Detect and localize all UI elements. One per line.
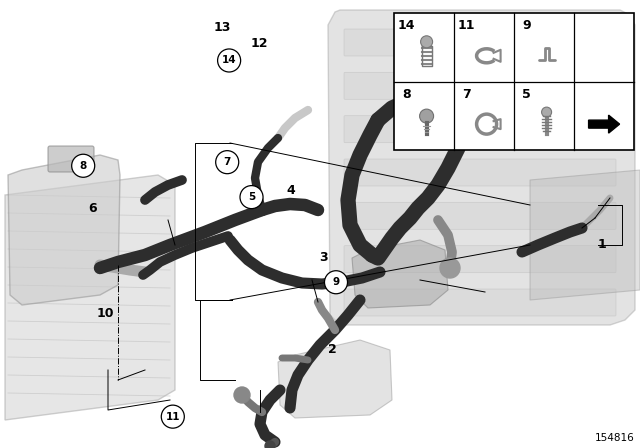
Polygon shape xyxy=(328,10,635,325)
Text: 6: 6 xyxy=(88,202,97,215)
Text: 5: 5 xyxy=(248,192,255,202)
FancyBboxPatch shape xyxy=(344,246,616,273)
Text: 9: 9 xyxy=(522,19,531,32)
FancyBboxPatch shape xyxy=(344,116,616,142)
Circle shape xyxy=(161,405,184,428)
Text: 3: 3 xyxy=(319,251,328,264)
Text: 10: 10 xyxy=(97,307,115,320)
FancyBboxPatch shape xyxy=(344,289,616,316)
FancyBboxPatch shape xyxy=(344,159,616,186)
Circle shape xyxy=(216,151,239,174)
Polygon shape xyxy=(589,115,620,133)
Text: 12: 12 xyxy=(250,37,268,51)
Text: 1: 1 xyxy=(597,237,606,251)
Text: 4: 4 xyxy=(287,184,296,197)
FancyBboxPatch shape xyxy=(48,146,94,172)
Text: 14: 14 xyxy=(222,56,236,65)
Circle shape xyxy=(440,258,460,278)
Text: 9: 9 xyxy=(332,277,340,287)
Polygon shape xyxy=(8,155,120,305)
Circle shape xyxy=(541,107,552,117)
Circle shape xyxy=(234,387,250,403)
FancyBboxPatch shape xyxy=(344,72,616,99)
Polygon shape xyxy=(5,175,175,420)
Text: 8: 8 xyxy=(403,87,411,100)
Text: 2: 2 xyxy=(328,343,337,356)
Text: 5: 5 xyxy=(522,87,531,100)
Circle shape xyxy=(265,441,275,448)
Text: 14: 14 xyxy=(398,19,415,32)
Text: 8: 8 xyxy=(79,161,87,171)
Circle shape xyxy=(420,109,434,123)
Text: 154816: 154816 xyxy=(595,433,635,443)
Circle shape xyxy=(72,154,95,177)
Circle shape xyxy=(420,36,433,48)
Text: 11: 11 xyxy=(458,19,476,32)
Bar xyxy=(394,13,634,150)
Text: 7: 7 xyxy=(223,157,231,167)
FancyBboxPatch shape xyxy=(344,202,616,229)
Text: 11: 11 xyxy=(166,412,180,422)
Text: 13: 13 xyxy=(213,21,231,34)
FancyBboxPatch shape xyxy=(344,29,616,56)
Polygon shape xyxy=(278,340,392,418)
Circle shape xyxy=(218,49,241,72)
Text: 7: 7 xyxy=(463,87,471,100)
Circle shape xyxy=(324,271,348,294)
Polygon shape xyxy=(352,240,448,308)
Polygon shape xyxy=(530,170,640,300)
Circle shape xyxy=(240,185,263,209)
